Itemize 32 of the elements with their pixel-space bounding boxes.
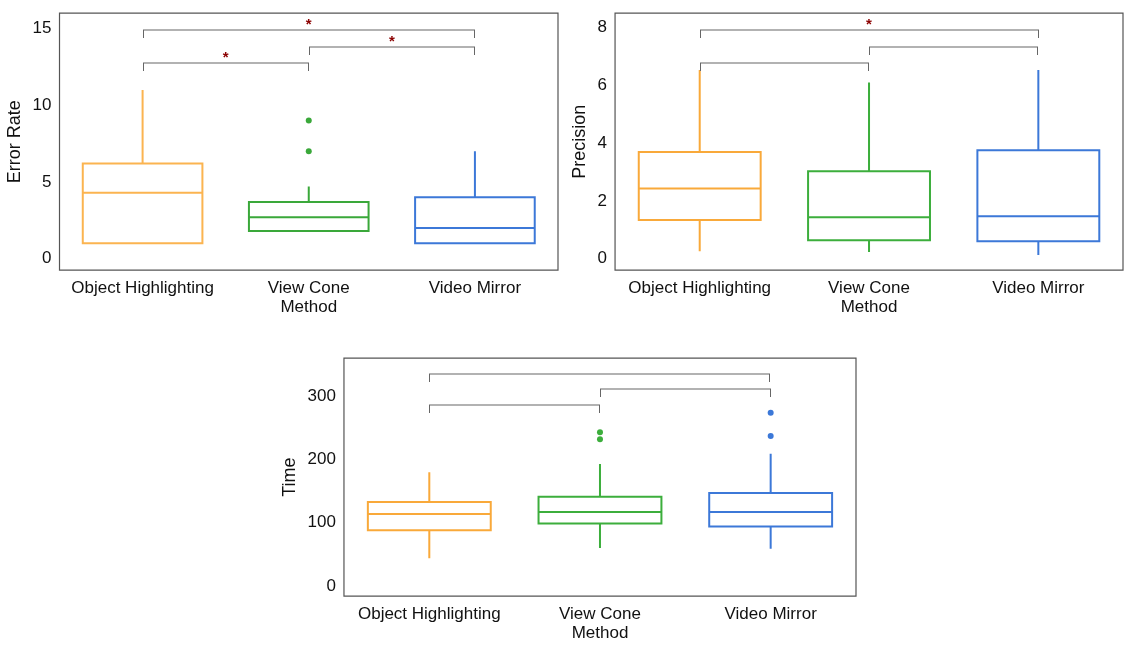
x-tick-label: View Cone: [559, 604, 641, 624]
annotation: *: [866, 15, 873, 33]
y-tick-label: 15: [32, 18, 52, 38]
x-tick-label: View Cone: [828, 278, 910, 298]
y-tick-label: 300: [307, 385, 336, 405]
y-tick-label: 0: [42, 248, 52, 268]
x-tick-label: Object Highlighting: [628, 278, 772, 298]
y-tick-label: 10: [32, 94, 52, 114]
y-axis-title: Error Rate: [3, 100, 24, 184]
x-tick-label: Video Mirror: [428, 278, 522, 298]
x-tick-label: Video Mirror: [724, 604, 818, 624]
y-tick-label: 2: [597, 190, 608, 210]
x-tick-label: View Cone: [267, 278, 350, 298]
y-tick-label: 4: [597, 132, 608, 152]
y-tick-label: 8: [597, 17, 608, 37]
y-tick-label: 0: [326, 575, 336, 595]
x-tick-label: Object Highlighting: [71, 278, 214, 298]
y-tick-label: 200: [307, 449, 336, 469]
annotation: *: [388, 31, 395, 49]
y-tick-label: 6: [597, 75, 608, 95]
y-tick-label: 5: [42, 171, 52, 191]
y-axis-title: Precision: [568, 104, 589, 179]
y-tick-label: 100: [307, 512, 336, 532]
annotation: *: [222, 48, 229, 66]
x-axis-title: Method: [280, 297, 338, 317]
x-tick-label: Object Highlighting: [357, 604, 501, 624]
x-tick-label: Video Mirror: [992, 278, 1085, 298]
annotation: *: [305, 15, 312, 33]
y-tick-label: 0: [597, 248, 608, 268]
x-axis-title: Method: [840, 297, 898, 317]
x-axis-title: Method: [571, 623, 629, 643]
y-axis-title: Time: [278, 457, 299, 497]
